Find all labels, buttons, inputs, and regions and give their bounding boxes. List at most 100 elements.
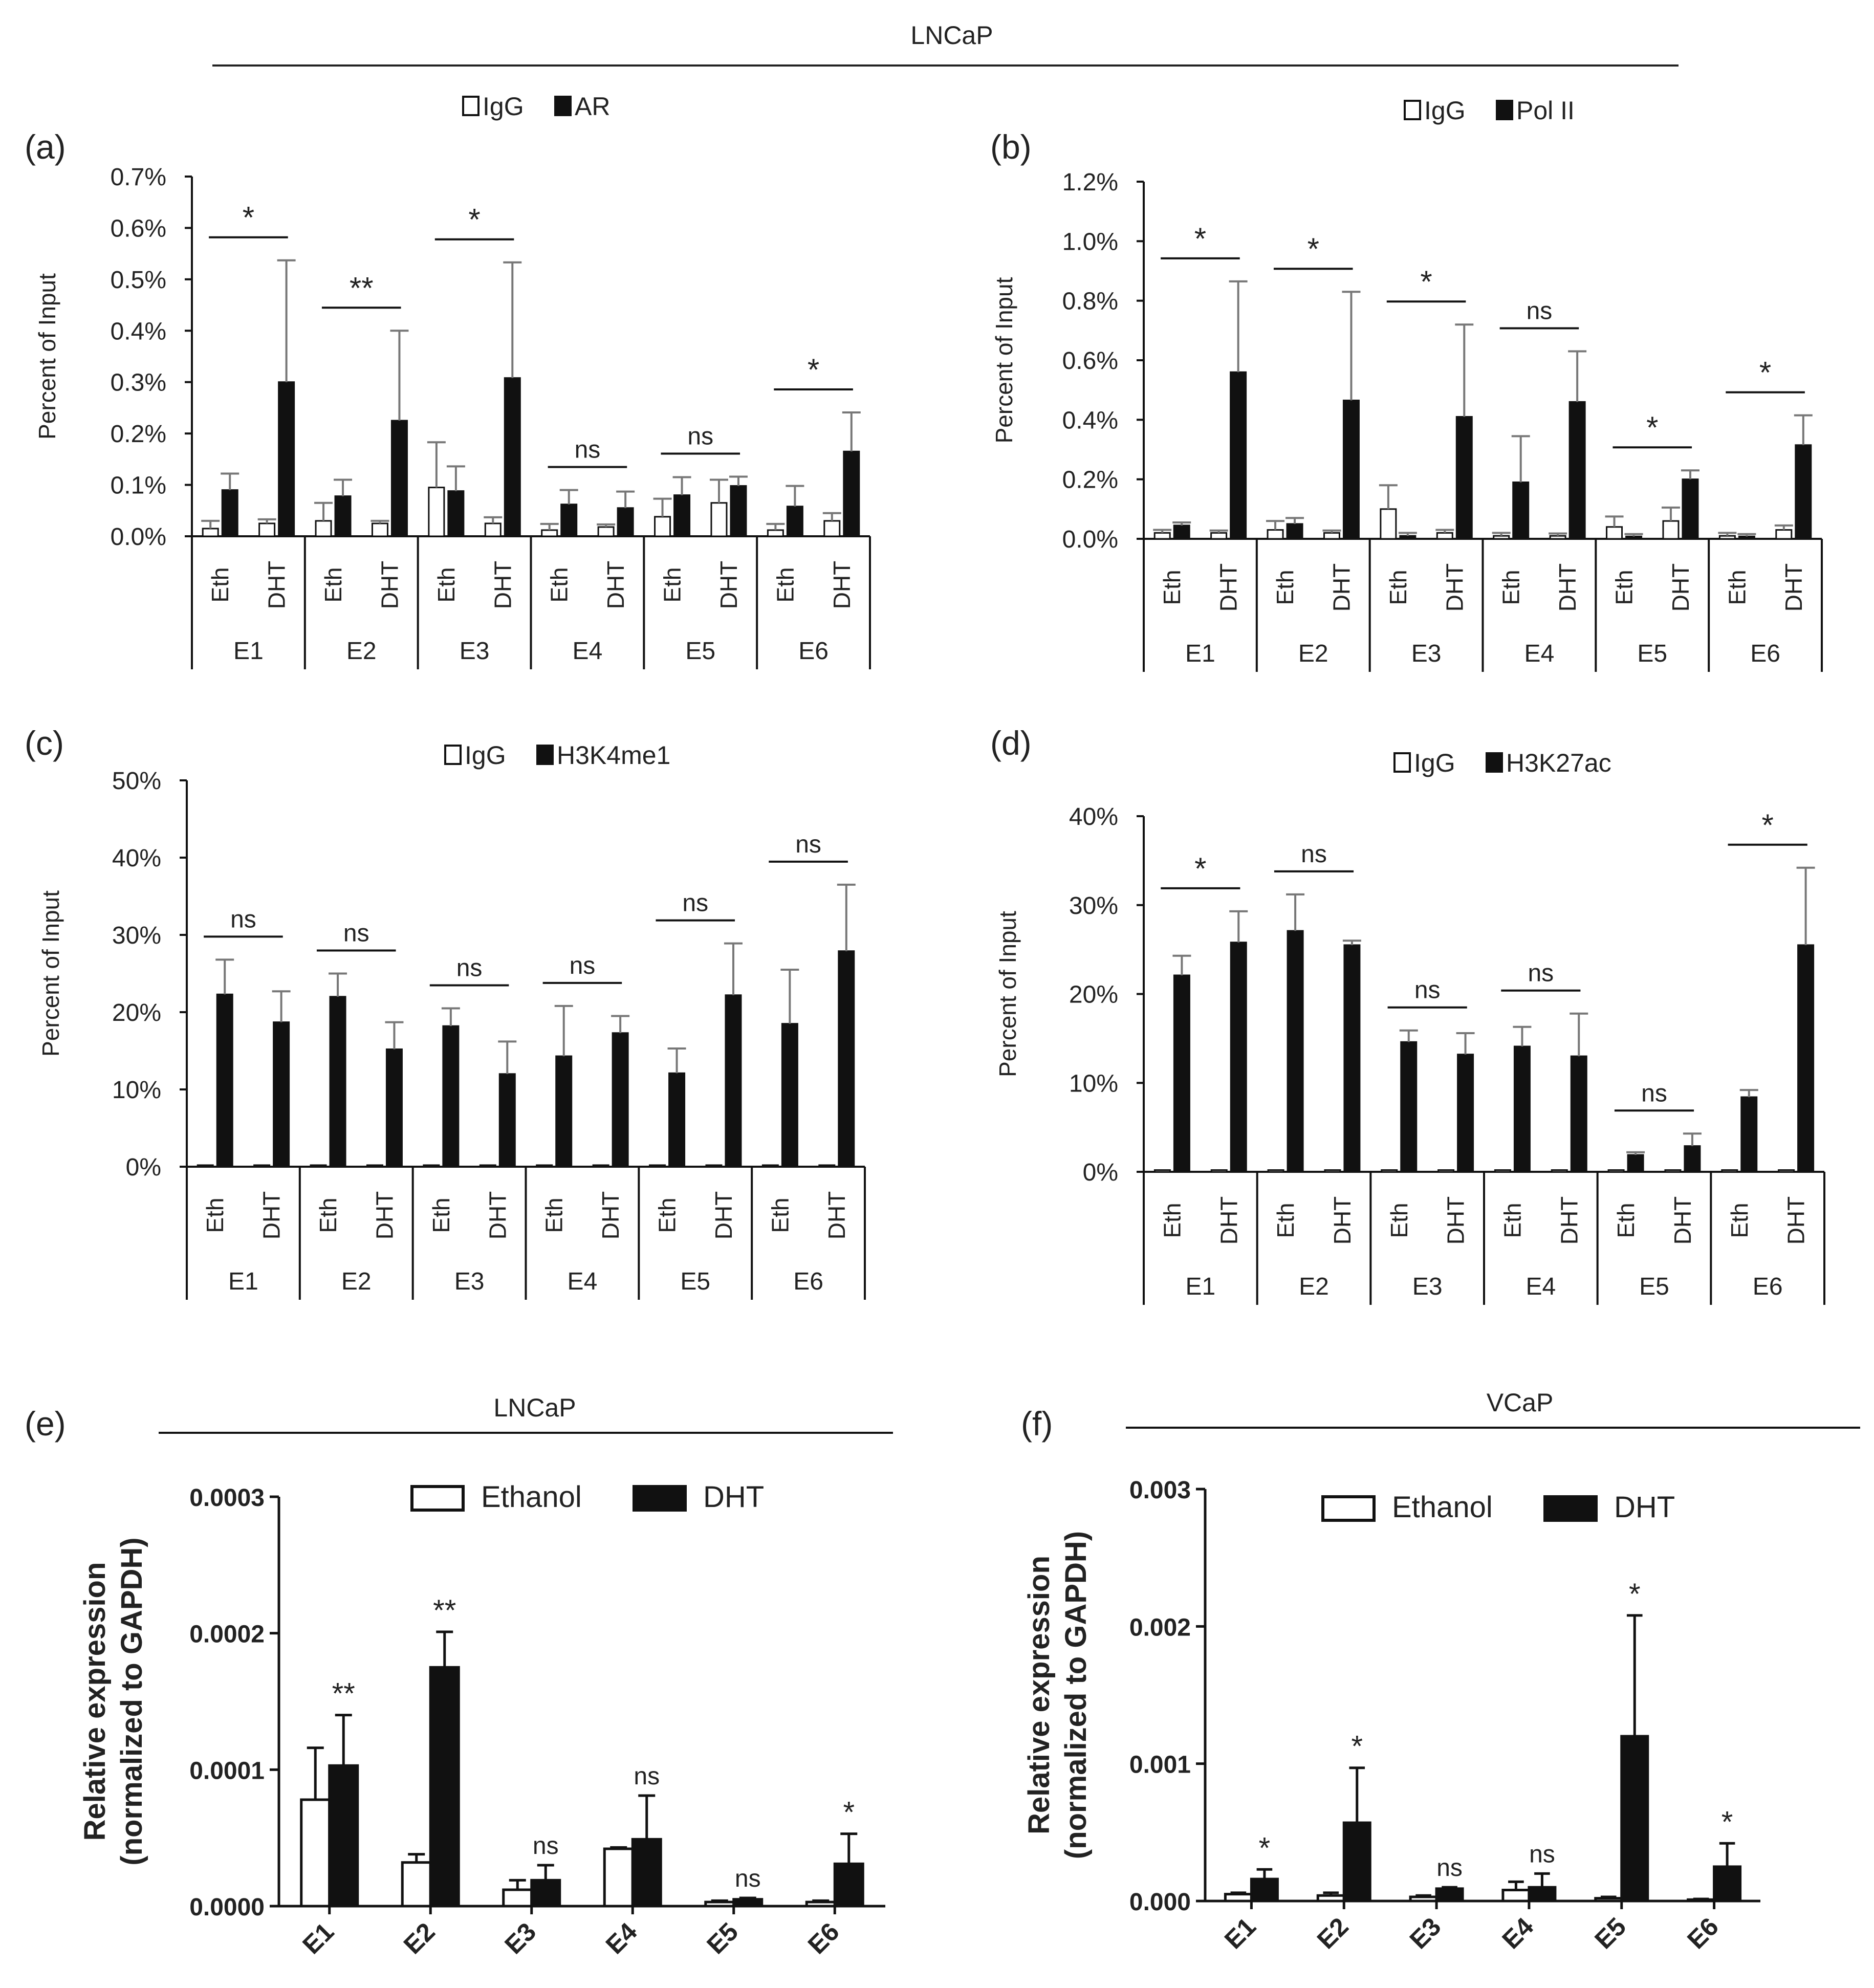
bar-igg-e4-eth <box>1493 535 1510 540</box>
bar-pol-ii-e5-eth <box>1625 535 1643 540</box>
condition-label: Eth <box>654 1197 681 1233</box>
panel-label: (d) <box>990 724 1032 762</box>
condition-label: Eth <box>428 1197 454 1233</box>
bar-h3k4me1-e3-dht <box>498 1073 516 1168</box>
y-tick-label: 0.0% <box>1062 526 1118 553</box>
y-tick-label: 20% <box>112 999 161 1026</box>
significance-label: ns <box>735 1865 761 1892</box>
y-tick-label: 10% <box>112 1077 161 1104</box>
condition-label: Eth <box>1272 570 1298 605</box>
y-tick-label: 30% <box>1069 892 1118 920</box>
y-tick-label: 0% <box>126 1154 161 1181</box>
condition-label: Eth <box>1612 1203 1639 1238</box>
condition-label: Eth <box>1386 1203 1412 1238</box>
significance-label: * <box>1759 356 1771 390</box>
legend-swatch-igg <box>444 745 462 765</box>
significance-label: ns <box>795 831 821 858</box>
condition-label: Eth <box>772 567 798 602</box>
group-label-e1: E1 <box>228 1268 258 1295</box>
bar-ethanol-e2 <box>401 1861 432 1908</box>
condition-label: DHT <box>715 561 742 609</box>
significance-label: * <box>1194 222 1206 256</box>
panel-label: (f) <box>1021 1405 1053 1443</box>
condition-label: Eth <box>1498 570 1524 605</box>
y-axis-title: Percent of Input <box>34 273 60 440</box>
bar-ethanol-e1 <box>300 1798 331 1908</box>
significance-label: * <box>1629 1578 1641 1611</box>
significance-label: * <box>808 353 819 387</box>
bar-h3k27ac-e1-eth <box>1173 974 1190 1173</box>
significance-label: ns <box>1414 977 1441 1004</box>
condition-label: Eth <box>1385 570 1411 605</box>
bar-pol-ii-e4-eth <box>1512 481 1530 540</box>
bar-dht-e3 <box>530 1878 561 1908</box>
bar-ethanol-e6 <box>805 1900 836 1908</box>
significance-label: ns <box>1301 841 1327 868</box>
x-tick-label: E3 <box>499 1917 541 1960</box>
legend-swatch-ethanol <box>1321 1495 1376 1522</box>
legend-swatch-ar <box>554 96 572 116</box>
bar-ar-e4-eth <box>560 504 578 537</box>
bar-pol-ii-e2-dht <box>1342 400 1360 540</box>
group-label-e1: E1 <box>233 638 264 665</box>
bar-igg-e4-dht <box>1551 1169 1568 1173</box>
bar-igg-e2-eth <box>315 520 332 537</box>
group-label-e6: E6 <box>1750 640 1780 667</box>
legend-label: Ethanol <box>481 1480 582 1514</box>
condition-label: DHT <box>1215 1196 1242 1245</box>
bar-dht-e1 <box>1250 1877 1279 1903</box>
bar-igg-e3-eth <box>1381 1169 1398 1173</box>
bar-dht-e4 <box>1528 1886 1557 1903</box>
y-axis-title: Percent of Input <box>991 277 1017 443</box>
condition-label: DHT <box>602 561 629 609</box>
bar-igg-e1-eth <box>1153 1169 1171 1173</box>
condition-label: Eth <box>202 1197 228 1233</box>
y-axis-title: Percent of Input <box>994 911 1021 1077</box>
condition-label: DHT <box>710 1191 737 1240</box>
legend-label: DHT <box>1614 1491 1675 1524</box>
bar-h3k4me1-e6-eth <box>781 1023 798 1168</box>
bar-ar-e6-eth <box>786 506 803 537</box>
bar-igg-e3-dht <box>1437 1169 1455 1173</box>
significance-label: ** <box>433 1594 456 1627</box>
bar-igg-e2-dht <box>1324 1169 1341 1173</box>
bar-igg-e1-eth <box>1153 532 1171 540</box>
significance-label: * <box>1420 265 1432 299</box>
bar-igg-e6-eth <box>761 1164 779 1168</box>
bar-igg-e1-eth <box>197 1164 214 1168</box>
figure-title: LNCaP <box>910 21 993 50</box>
legend-label: IgG <box>1424 96 1466 125</box>
significance-label: ns <box>1641 1080 1667 1107</box>
cell-line-title: LNCaP <box>493 1393 576 1422</box>
condition-label: DHT <box>1443 1196 1469 1245</box>
bar-igg-e5-dht <box>1662 520 1680 540</box>
panel-label: (c) <box>25 724 64 762</box>
panel-label: (e) <box>25 1405 66 1443</box>
y-tick-label: 0.1% <box>111 472 166 499</box>
bar-ethanol-e4 <box>1501 1889 1531 1903</box>
bar-igg-e6-dht <box>818 1164 836 1168</box>
significance-label: * <box>1259 1831 1271 1865</box>
bar-igg-e4-dht <box>592 1164 609 1168</box>
bar-dht-e1 <box>328 1764 359 1908</box>
y-tick-label: 0.003 <box>1129 1477 1191 1504</box>
legend-label: DHT <box>703 1480 764 1514</box>
bar-igg-e1-eth <box>202 528 219 537</box>
bar-igg-e1-dht <box>1210 1169 1228 1173</box>
x-tick-label: E4 <box>600 1917 643 1959</box>
significance-label: ns <box>533 1832 559 1860</box>
bar-igg-e4-dht <box>597 526 615 537</box>
bar-dht-e5 <box>1620 1735 1649 1903</box>
y-tick-label: 0.2% <box>111 421 166 448</box>
condition-label: Eth <box>1726 1203 1753 1238</box>
y-tick-label: 0.0000 <box>189 1894 265 1921</box>
bar-pol-ii-e6-dht <box>1795 444 1812 540</box>
bar-dht-e6 <box>833 1862 864 1908</box>
group-label-e5: E5 <box>1637 640 1667 667</box>
condition-label: DHT <box>597 1191 624 1240</box>
significance-label: * <box>1308 232 1319 266</box>
legend-swatch-igg <box>1404 100 1421 120</box>
condition-label: Eth <box>433 567 460 602</box>
x-tick-label: E3 <box>1404 1912 1447 1955</box>
bar-dht-e4 <box>631 1838 662 1908</box>
